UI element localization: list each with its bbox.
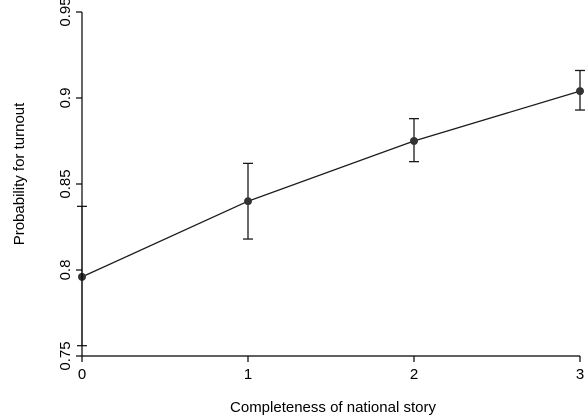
x-tick-label: 1 (244, 366, 252, 383)
y-tick-label: 0.85 (57, 169, 74, 198)
x-axis-title: Completeness of national story (230, 399, 436, 416)
y-tick-label: 0.8 (57, 260, 74, 281)
x-tick-label: 0 (78, 366, 86, 383)
y-tick-label: 0.95 (57, 0, 74, 27)
x-axis: 0 1 2 3 (78, 355, 584, 383)
y-tick-label: 0.9 (57, 88, 74, 109)
data-point (576, 87, 584, 96)
y-axis-title: Probability for turnout (11, 102, 28, 245)
plot-area (77, 69, 585, 347)
data-point (244, 197, 252, 206)
data-point (410, 137, 418, 145)
x-tick-label: 3 (576, 366, 584, 383)
y-tick-label: 0.75 (57, 341, 74, 370)
y-axis: 0.75 0.8 0.85 0.9 0.95 (57, 0, 83, 371)
x-tick-label: 2 (410, 366, 418, 383)
series-line (81, 90, 581, 278)
